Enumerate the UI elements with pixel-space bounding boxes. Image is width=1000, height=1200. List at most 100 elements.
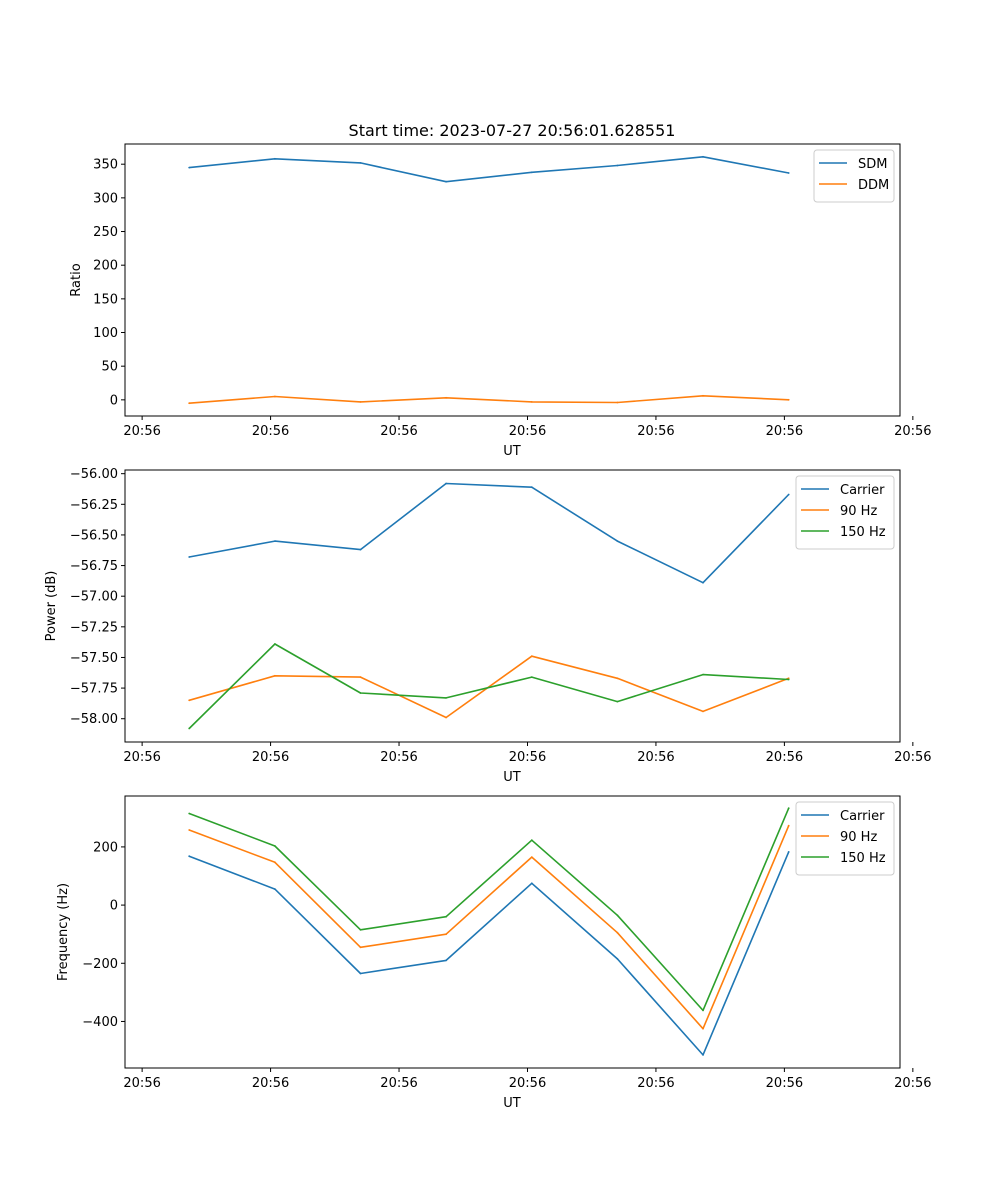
chart-title: Start time: 2023-07-27 20:56:01.628551 <box>349 121 676 140</box>
data-point-90-hz <box>702 1027 704 1030</box>
legend-label: Carrier <box>840 809 885 824</box>
y-tick-label: −57.75 <box>70 682 118 697</box>
y-tick-label: −56.00 <box>70 467 118 482</box>
x-tick-label: 20:56 <box>123 1076 160 1091</box>
series-line-90-hz <box>188 825 790 1030</box>
y-tick-label: −56.25 <box>70 498 118 513</box>
data-point-150-hz <box>530 676 533 678</box>
y-axis-label: Ratio <box>69 263 84 296</box>
x-axis-label: UT <box>503 1096 521 1111</box>
data-point-ddm <box>274 395 276 398</box>
data-point-150-hz <box>274 643 276 645</box>
y-tick-label: 150 <box>93 292 118 307</box>
y-tick-label: 200 <box>93 259 118 274</box>
y-tick-label: −56.50 <box>70 528 118 543</box>
x-tick-label: 20:56 <box>380 424 417 439</box>
data-point-sdm <box>359 162 362 164</box>
data-point-sdm <box>445 180 447 183</box>
data-point-sdm <box>787 172 790 174</box>
y-tick-label: 100 <box>93 326 118 341</box>
data-point-90-hz <box>359 676 362 678</box>
data-point-90-hz <box>616 931 619 934</box>
y-axis-label: Frequency (Hz) <box>56 883 71 981</box>
data-point-carrier <box>616 540 619 542</box>
x-axis-label: UT <box>503 770 521 785</box>
legend-label: 150 Hz <box>840 525 886 540</box>
data-point-150-hz <box>188 812 191 815</box>
data-point-ddm <box>702 394 704 397</box>
legend: Carrier 90 Hz 150 Hz <box>795 801 895 876</box>
series-line-sdm <box>189 156 789 183</box>
y-tick-label: 350 <box>93 158 118 173</box>
x-tick-label: 20:56 <box>766 424 803 439</box>
data-point-sdm <box>530 171 533 174</box>
data-point-90-hz <box>530 856 533 858</box>
data-point-150-hz <box>616 700 619 703</box>
y-tick-label: −400 <box>82 1015 118 1030</box>
series-line-150-hz <box>188 807 790 1012</box>
legend-label: 90 Hz <box>840 830 877 845</box>
x-tick-label: 20:56 <box>766 1076 803 1091</box>
data-point-carrier <box>359 972 362 975</box>
ratio-panel: Start time: 2023-07-27 20:56:01.628551 2… <box>69 121 932 459</box>
y-tick-label: 50 <box>101 360 118 375</box>
data-point-carrier <box>616 958 619 960</box>
data-point-sdm <box>274 157 276 160</box>
data-point-carrier <box>530 486 533 489</box>
data-point-carrier <box>188 855 191 858</box>
y-axis-label: Power (dB) <box>44 571 59 642</box>
x-tick-label: 20:56 <box>509 750 546 765</box>
y-tick-label: 0 <box>110 393 118 408</box>
data-point-carrier <box>274 888 276 890</box>
frequency-panel: 20:56 20:56 20:56 20:56 20:56 20:56 20:56 −400 −… <box>56 795 932 1111</box>
data-point-ddm <box>359 401 362 403</box>
data-point-carrier <box>787 851 790 853</box>
data-point-90-hz <box>274 674 276 677</box>
x-tick-label: 20:56 <box>637 750 674 765</box>
y-tick-label: 250 <box>93 225 118 240</box>
data-point-carrier <box>445 482 447 485</box>
y-tick-label: 200 <box>93 840 118 855</box>
x-tick-label: 20:56 <box>380 750 417 765</box>
legend: Carrier 90 Hz 150 Hz <box>795 475 895 550</box>
data-point-150-hz <box>787 678 790 681</box>
data-point-90-hz <box>359 946 362 949</box>
axes-frame <box>124 143 901 417</box>
y-tick-label: −57.00 <box>70 590 118 605</box>
x-tick-label: 20:56 <box>252 750 289 765</box>
y-tick-label: −57.25 <box>70 620 118 635</box>
axes-frame <box>124 469 901 743</box>
x-tick-label: 20:56 <box>509 1076 546 1091</box>
data-point-carrier <box>702 581 704 584</box>
y-tick-label: −56.75 <box>70 559 118 574</box>
series-line-carrier <box>188 851 790 1056</box>
legend: SDM DDM <box>813 149 895 203</box>
x-tick-label: 20:56 <box>123 750 160 765</box>
data-point-90-hz <box>445 716 447 719</box>
data-point-90-hz <box>188 699 191 702</box>
data-point-150-hz <box>445 915 447 918</box>
x-tick-label: 20:56 <box>637 1076 674 1091</box>
data-point-ddm <box>188 402 191 405</box>
x-tick-label: 20:56 <box>252 424 289 439</box>
legend-label: 90 Hz <box>840 504 877 519</box>
data-point-ddm <box>787 398 790 401</box>
data-point-ddm <box>445 396 447 399</box>
data-point-carrier <box>359 548 362 551</box>
axes-frame <box>124 795 901 1069</box>
legend-label: SDM <box>858 157 887 172</box>
x-tick-label: 20:56 <box>123 424 160 439</box>
series-line-carrier <box>189 482 790 584</box>
data-point-90-hz <box>530 655 533 658</box>
data-point-150-hz <box>445 697 447 699</box>
data-point-carrier <box>702 1054 704 1056</box>
data-point-150-hz <box>530 839 533 842</box>
series-line-150-hz <box>188 643 789 730</box>
data-point-carrier <box>274 540 276 542</box>
data-point-carrier <box>445 959 447 962</box>
power-panel: 20:56 20:56 20:56 20:56 20:56 20:56 20:56 −58.0… <box>44 467 932 785</box>
data-point-150-hz <box>702 673 704 676</box>
data-point-carrier <box>188 556 191 558</box>
x-tick-label: 20:56 <box>509 424 546 439</box>
